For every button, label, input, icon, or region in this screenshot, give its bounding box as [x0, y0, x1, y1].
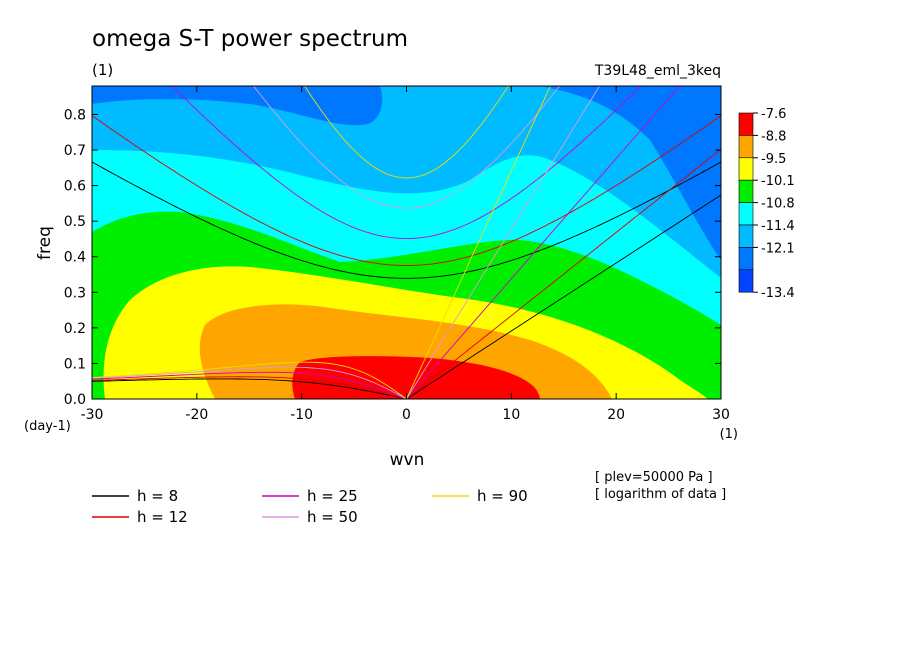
chart-title: omega S-T power spectrum — [92, 26, 408, 52]
colorbar-swatch — [738, 179, 754, 203]
inertia-gravity-curve — [171, 86, 642, 240]
y-axis-label: freq — [35, 226, 55, 260]
x-axis: -30 -20 -10 0 10 20 30 — [81, 86, 730, 423]
rossby-wave-curve — [92, 361, 407, 399]
x-tick-label: 0 — [402, 407, 411, 423]
colorbar-label: -11.4 — [761, 219, 795, 234]
y-axis-units: (day-1) — [24, 419, 71, 434]
x-tick-label: 10 — [502, 407, 520, 423]
colorbar-swatch — [738, 224, 754, 248]
colorbar-label: -13.4 — [761, 286, 795, 301]
legend: h = 8 h = 12 h = 25 h = 50 h = 90 — [92, 487, 528, 526]
inertia-gravity-curve — [92, 161, 721, 279]
y-tick-label: 0.4 — [64, 250, 86, 266]
title-units: (1) — [92, 61, 113, 79]
legend-label: h = 50 — [307, 508, 358, 526]
y-tick-label: 0.8 — [64, 107, 86, 123]
inertia-gravity-curve — [304, 86, 509, 179]
contour-level-7b — [540, 86, 721, 260]
colorbar-swatch — [738, 247, 754, 271]
rossby-wave-curve — [92, 371, 407, 399]
rossby-wave-curve — [92, 378, 407, 399]
y-axis: 0.0 0.1 0.2 0.3 0.4 0.5 0.6 0.7 0.8 — [64, 107, 721, 408]
rossby-wave-curve — [92, 366, 407, 399]
colorbar-label: -7.6 — [761, 107, 786, 122]
inertia-gravity-curve — [92, 115, 721, 266]
plot-area — [92, 86, 721, 399]
kelvin-wave-curve — [406, 148, 721, 399]
colorbar-label: -12.1 — [761, 241, 795, 256]
x-axis-label: wvn — [390, 450, 425, 470]
dispersion-curves — [92, 86, 721, 399]
x-tick-label: -30 — [81, 407, 104, 423]
x-tick-label: 20 — [607, 407, 625, 423]
note-plev: [ plev=50000 Pa ] — [595, 470, 713, 485]
kelvin-wave-curve — [406, 194, 721, 399]
y-tick-label: 0.2 — [64, 321, 86, 337]
legend-label: h = 25 — [307, 487, 358, 505]
note-log: [ logarithm of data ] — [595, 487, 726, 502]
y-tick-label: 0.0 — [64, 392, 86, 408]
legend-label: h = 8 — [137, 487, 178, 505]
kelvin-wave-curve — [406, 86, 551, 399]
colorbar-swatch — [738, 157, 754, 181]
colorbar-label: -8.8 — [761, 129, 786, 144]
y-tick-label: 0.5 — [64, 214, 86, 230]
y-tick-label: 0.1 — [64, 356, 86, 372]
colorbar-swatch — [738, 112, 754, 136]
x-axis-units: (1) — [720, 427, 738, 442]
colorbar: -7.6 -8.8 -9.5 -10.1 -10.8 -11.4 -12.1 -13.4 — [738, 107, 795, 301]
colorbar-label: -9.5 — [761, 152, 786, 167]
y-tick-label: 0.6 — [64, 179, 86, 195]
legend-label: h = 90 — [477, 487, 528, 505]
x-tick-label: 30 — [712, 407, 730, 423]
colorbar-swatch — [738, 135, 754, 159]
x-tick-label: -20 — [185, 407, 208, 423]
x-tick-label: -10 — [290, 407, 313, 423]
y-tick-label: 0.3 — [64, 285, 86, 301]
colorbar-label: -10.8 — [761, 197, 795, 212]
kelvin-wave-curve — [406, 86, 681, 399]
y-tick-label: 0.7 — [64, 143, 86, 159]
run-label: T39L48_eml_3keq — [594, 63, 721, 79]
colorbar-swatch — [738, 269, 754, 293]
contour-level-7 — [92, 86, 383, 126]
colorbar-swatch — [738, 202, 754, 226]
kelvin-wave-curve — [406, 86, 601, 399]
legend-label: h = 12 — [137, 508, 188, 526]
rossby-wave-curve — [92, 376, 407, 399]
colorbar-label: -10.1 — [761, 174, 795, 189]
inertia-gravity-curve — [252, 86, 561, 209]
